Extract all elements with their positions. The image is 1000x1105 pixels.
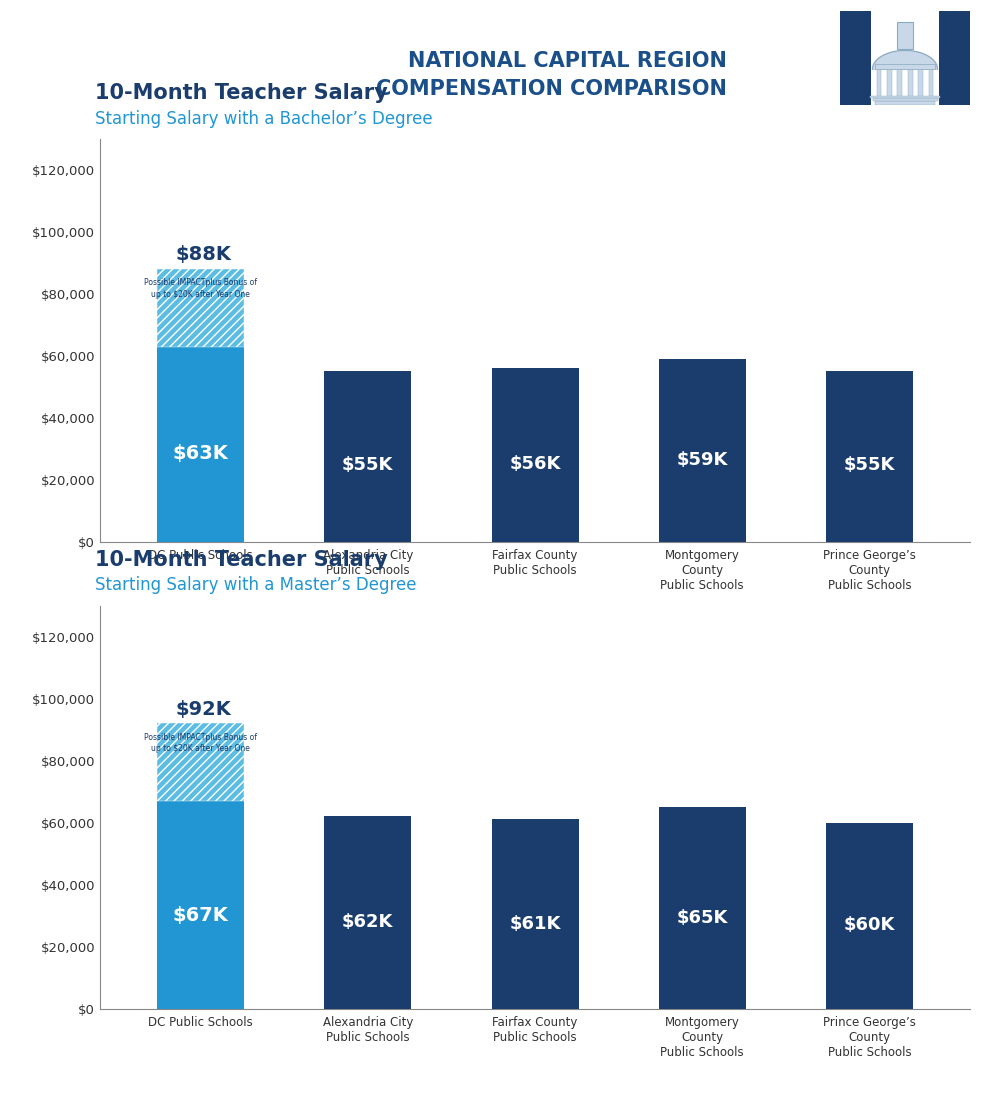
Bar — [826, 371, 913, 541]
Bar — [157, 269, 244, 347]
Text: $55K: $55K — [342, 456, 393, 474]
Text: Starting Salary with a Master’s Degree: Starting Salary with a Master’s Degree — [95, 577, 416, 594]
Bar — [324, 817, 411, 1009]
Text: Possible IMPACTplus Bonus of
up to $20K after Year One: Possible IMPACTplus Bonus of up to $20K … — [144, 278, 257, 299]
Polygon shape — [872, 51, 938, 70]
Bar — [324, 371, 411, 541]
Bar — [918, 67, 923, 101]
Bar — [659, 807, 746, 1009]
Text: $92K: $92K — [176, 699, 232, 718]
Text: Starting Salary with a Bachelor’s Degree: Starting Salary with a Bachelor’s Degree — [95, 109, 433, 128]
Text: Possible IMPACTplus Bonus of
up to $20K after Year One: Possible IMPACTplus Bonus of up to $20K … — [144, 733, 257, 754]
Bar — [659, 359, 746, 541]
Text: $65K: $65K — [677, 909, 728, 927]
Bar — [157, 347, 244, 541]
Bar — [908, 67, 913, 101]
Bar — [826, 822, 913, 1009]
Bar — [897, 67, 902, 101]
Text: $62K: $62K — [342, 913, 393, 932]
Bar — [157, 724, 244, 801]
Bar — [939, 11, 967, 105]
Text: $63K: $63K — [173, 444, 228, 463]
Text: $88K: $88K — [176, 245, 232, 264]
Text: 10-Month Teacher Salary: 10-Month Teacher Salary — [95, 550, 388, 570]
Bar — [875, 64, 935, 70]
Text: $67K: $67K — [173, 906, 228, 925]
Bar — [877, 67, 881, 101]
Bar — [875, 102, 935, 105]
Bar — [929, 67, 933, 101]
Bar — [492, 820, 579, 1009]
Text: 10-Month Teacher Salary: 10-Month Teacher Salary — [95, 84, 388, 104]
Bar — [887, 67, 892, 101]
Bar — [897, 22, 913, 49]
Bar — [870, 95, 940, 98]
Text: $59K: $59K — [677, 451, 728, 469]
Text: $61K: $61K — [509, 915, 561, 933]
Text: $55K: $55K — [844, 456, 895, 474]
Text: $56K: $56K — [509, 455, 561, 473]
Bar — [871, 11, 939, 105]
Bar — [492, 368, 579, 541]
Text: NATIONAL CAPITAL REGION
COMPENSATION COMPARISON: NATIONAL CAPITAL REGION COMPENSATION COM… — [376, 51, 726, 98]
Bar — [872, 98, 938, 102]
Bar — [843, 11, 871, 105]
Bar — [157, 801, 244, 1009]
Text: $60K: $60K — [844, 916, 895, 934]
